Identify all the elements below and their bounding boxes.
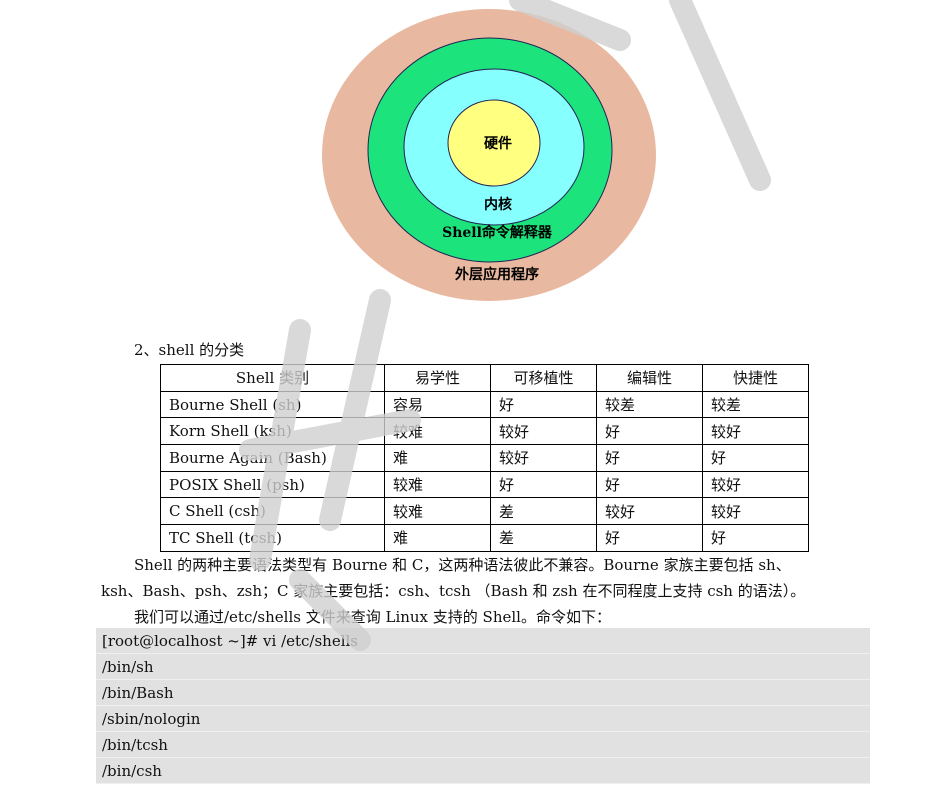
table-cell: 较好 bbox=[596, 497, 703, 526]
table-row: TC Shell (tcsh) 难差好好 bbox=[160, 524, 809, 552]
header-cell: 快捷性 bbox=[702, 364, 809, 392]
table-cell: 好 bbox=[596, 470, 703, 499]
code-line: /sbin/nologin bbox=[96, 706, 870, 732]
table-cell: 较难 bbox=[384, 417, 491, 446]
table-cell: Korn Shell (ksh) bbox=[160, 417, 385, 446]
label-shell: Shell命令解释器 bbox=[442, 224, 553, 241]
table-cell: 难 bbox=[384, 444, 491, 472]
table-cell: 好 bbox=[490, 390, 597, 419]
label-outer: 外层应用程序 bbox=[455, 266, 539, 283]
table-row: C Shell (csh) 较难差较好 较好 bbox=[160, 497, 809, 526]
shell-layers-diagram: 硬件 内核 Shell命令解释器 外层应用程序 bbox=[322, 9, 656, 301]
table-cell: TC Shell (tcsh) bbox=[160, 524, 385, 552]
table-cell: 较好 bbox=[702, 497, 809, 526]
table-cell: 较难 bbox=[384, 470, 491, 499]
label-kernel: 内核 bbox=[484, 196, 512, 213]
table-cell: 好 bbox=[596, 444, 703, 472]
table-cell: C Shell (csh) bbox=[160, 497, 385, 526]
table-cell: 好 bbox=[702, 444, 809, 472]
header-cell: 可移植性 bbox=[490, 364, 597, 392]
table-row: Korn Shell (ksh) 较难 较好好较好 bbox=[160, 417, 809, 446]
table-cell: 容易 bbox=[384, 390, 491, 419]
header-cell: Shell 类别 bbox=[160, 364, 385, 392]
table-cell: 差 bbox=[490, 497, 597, 526]
table-cell: 较差 bbox=[596, 390, 703, 419]
table-cell: 好 bbox=[702, 524, 809, 552]
paragraph-line: Shell 的两种主要语法类型有 Bourne 和 C，这两种语法彼此不兼容。B… bbox=[134, 556, 791, 574]
table-cell: 较好 bbox=[490, 444, 597, 472]
table-row: Bourne Shell (sh) 容易好较差 较差 bbox=[160, 390, 809, 419]
code-line: [root@localhost ~]# vi /etc/shells bbox=[96, 628, 870, 654]
layer-hardware bbox=[447, 99, 541, 187]
shell-comparison-table: Shell 类别 易学性 可移植性 编辑性 快捷性 Bourne Shell (… bbox=[160, 364, 809, 552]
table-cell: 差 bbox=[490, 524, 597, 552]
paragraph-line: ksh、Bash、psh、zsh；C 家族主要包括：csh、tcsh （Bash… bbox=[101, 582, 806, 600]
table-cell: Bourne Again (Bash) bbox=[160, 444, 385, 472]
table-cell: POSIX Shell (psh) bbox=[160, 470, 385, 499]
table-row: Bourne Again (Bash) 难较好好好 bbox=[160, 444, 809, 472]
code-block: [root@localhost ~]# vi /etc/shells/bin/s… bbox=[96, 628, 870, 784]
code-line: /bin/sh bbox=[96, 654, 870, 680]
table-cell: 好 bbox=[596, 524, 703, 552]
code-line: /bin/csh bbox=[96, 758, 870, 784]
table-cell: 较好 bbox=[702, 470, 809, 499]
table-cell: 较难 bbox=[384, 497, 491, 526]
table-cell: 较好 bbox=[490, 417, 597, 446]
paragraph: 我们可以通过/etc/shells 文件来查询 Linux 支持的 Shell。… bbox=[134, 608, 611, 626]
table-cell: 好 bbox=[596, 417, 703, 446]
code-line: /bin/Bash bbox=[96, 680, 870, 706]
header-cell: 编辑性 bbox=[596, 364, 703, 392]
table-cell: Bourne Shell (sh) bbox=[160, 390, 385, 419]
section-title: 2、shell 的分类 bbox=[134, 341, 245, 359]
header-cell: 易学性 bbox=[384, 364, 491, 392]
table-row: POSIX Shell (psh) 较难好好较好 bbox=[160, 470, 809, 499]
table-cell: 较好 bbox=[702, 417, 809, 446]
table-cell: 好 bbox=[490, 470, 597, 499]
table-header-row: Shell 类别 易学性 可移植性 编辑性 快捷性 bbox=[160, 364, 809, 392]
table-cell: 较差 bbox=[702, 390, 809, 419]
code-line: /bin/tcsh bbox=[96, 732, 870, 758]
table-cell: 难 bbox=[384, 524, 491, 552]
label-hardware: 硬件 bbox=[484, 135, 512, 152]
